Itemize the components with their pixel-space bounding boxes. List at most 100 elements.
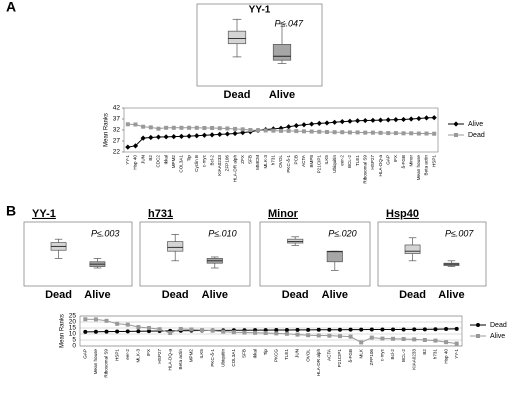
point: [380, 336, 385, 341]
x-tick-label: PKC-δ-1: [286, 155, 291, 173]
x-tick-label: MPM2: [171, 155, 176, 169]
point: [146, 326, 151, 330]
point: [306, 333, 311, 338]
point: [393, 117, 399, 123]
x-tick-label: δ-FGB: [401, 155, 406, 169]
point: [274, 328, 279, 333]
point: [217, 126, 222, 131]
point: [125, 122, 130, 127]
x-tick-label: MLK: [358, 348, 363, 358]
point: [301, 129, 306, 134]
x-tick-label: JUN: [140, 155, 145, 164]
y-tick-label: 27: [113, 138, 121, 145]
x-tick-label: PKC-δ-1: [210, 349, 215, 367]
point: [391, 327, 396, 332]
p-value: P≤.020: [328, 228, 356, 238]
box: [272, 44, 292, 61]
x-tick-label: TLE1: [355, 155, 360, 166]
x-tick-label: eer-2: [125, 349, 130, 360]
x-tick-label: ACTA: [327, 348, 332, 361]
point: [231, 330, 236, 335]
point: [324, 120, 330, 126]
point: [378, 130, 383, 135]
point: [284, 328, 289, 333]
point: [423, 115, 430, 121]
y-tick-label: 0: [72, 343, 76, 350]
point: [253, 330, 258, 335]
x-tick-label: eer-2: [339, 155, 344, 166]
x-tick-label: P21CIP1: [337, 349, 342, 368]
point: [306, 327, 311, 332]
point: [295, 332, 300, 337]
point: [347, 130, 352, 135]
point: [148, 125, 153, 130]
x-tick-label: HSP1: [431, 155, 436, 167]
x-tick-label: CDC2: [156, 155, 161, 168]
x-tick-label: h731: [433, 349, 438, 360]
point: [301, 122, 307, 128]
point: [125, 144, 131, 150]
x-tick-label: Hsp 40: [133, 155, 138, 170]
plot-frame: [377, 221, 487, 287]
x-tick-label: IFX: [393, 155, 398, 162]
point: [309, 121, 315, 127]
x-tick-label: Minor: [408, 155, 413, 167]
point: [171, 134, 177, 140]
point: [424, 131, 429, 136]
x-tick-label: MLK-3: [263, 155, 268, 169]
y-tick-label: 20: [69, 319, 77, 326]
x-tick-label: Hsp 40: [443, 349, 448, 364]
point: [104, 329, 109, 334]
point: [194, 133, 200, 139]
box: [227, 30, 247, 45]
point: [240, 127, 245, 132]
point: [401, 327, 406, 332]
point: [168, 331, 173, 336]
point: [416, 131, 421, 136]
point: [136, 329, 141, 334]
point: [133, 122, 138, 127]
x-tick-label: IFX: [146, 349, 151, 356]
x-tick-label: TLE1: [284, 349, 289, 360]
point: [355, 130, 360, 135]
x-tick-label: HLA-DR alph: [232, 155, 237, 183]
point: [409, 131, 414, 136]
box: [167, 241, 184, 252]
x-tick-label: B2: [422, 349, 427, 355]
y-tick-label: 42: [113, 105, 121, 112]
point: [115, 321, 120, 326]
panel-label: B: [6, 203, 16, 219]
point: [339, 119, 345, 125]
plot-frame: [79, 315, 463, 347]
x-tick-label: Tip: [186, 155, 191, 162]
point: [354, 118, 361, 124]
x-tick-label: ZFP106: [225, 155, 230, 172]
point: [189, 327, 194, 332]
plot-frame: [23, 221, 133, 287]
x-tick-label: HLA-DR alph: [316, 349, 321, 377]
point: [194, 125, 199, 130]
y-tick-label: 15: [69, 325, 77, 332]
point: [293, 123, 299, 129]
y-tick-label: 22: [113, 149, 121, 156]
point: [444, 326, 449, 331]
point: [316, 327, 321, 332]
point: [178, 326, 183, 331]
point: [386, 131, 391, 136]
point: [171, 125, 176, 130]
point: [125, 322, 130, 327]
x-tick-label: COL3A1: [179, 155, 184, 173]
point: [263, 128, 268, 133]
point: [141, 124, 146, 129]
x-tick-label: ILK5: [324, 155, 329, 165]
x-tick-label: ZFP106: [369, 349, 374, 366]
point: [202, 126, 207, 131]
point: [115, 329, 120, 334]
point: [233, 126, 238, 131]
x-tick-label: MMCM: [255, 155, 260, 170]
y-tick-label: 32: [113, 127, 121, 134]
point: [316, 120, 322, 126]
box-title: Minor: [268, 208, 299, 220]
x-tick-label: Ikkal: [252, 349, 257, 358]
